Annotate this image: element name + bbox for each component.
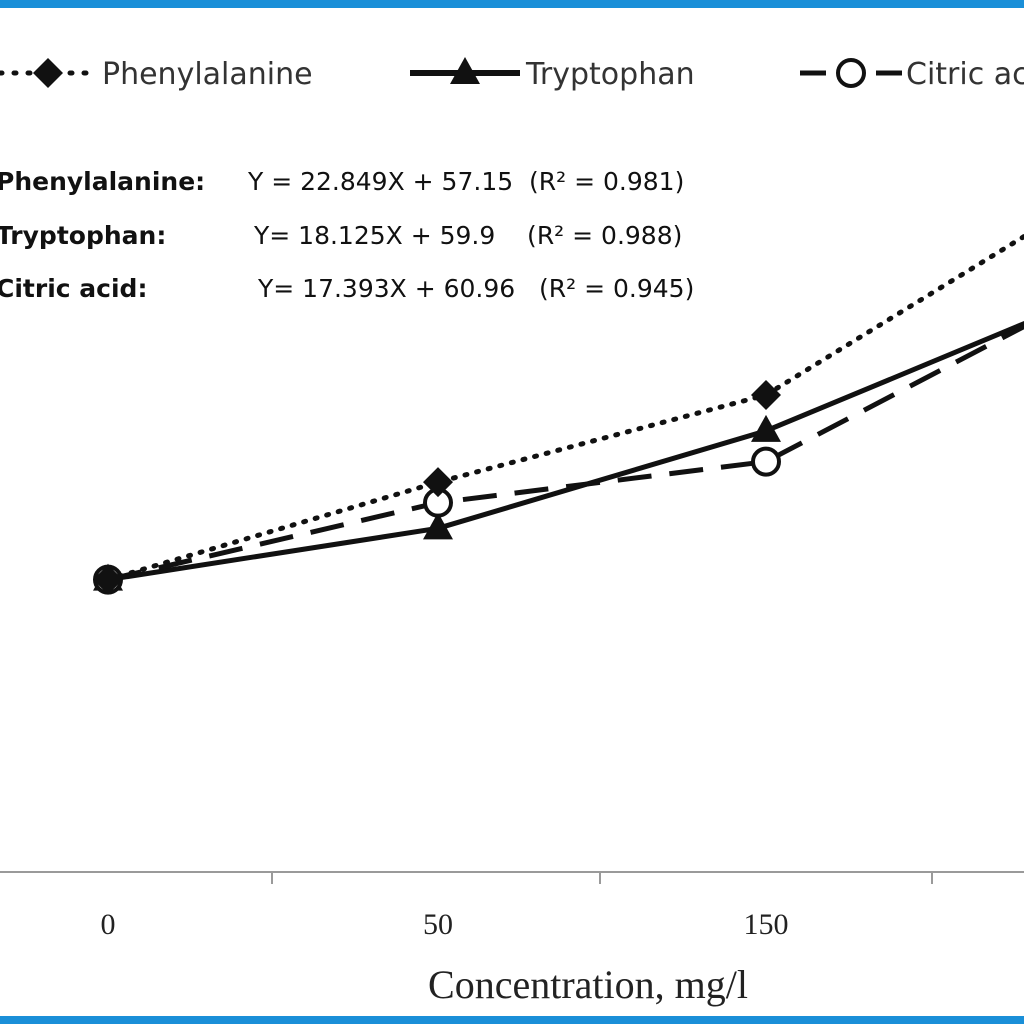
frame-top-border xyxy=(0,0,1024,8)
x-axis-title: Concentration, mg/l xyxy=(428,962,748,1007)
equation-text: Y= 18.125X + 59.9 (R² = 0.988) xyxy=(253,221,682,250)
regression-equations: Phenylalanine: Y = 22.849X + 57.15 (R² = … xyxy=(0,167,694,303)
legend-label: Phenylalanine xyxy=(102,57,313,92)
data-point xyxy=(423,512,453,540)
series-citric-acid xyxy=(93,323,1024,595)
data-point xyxy=(751,414,781,442)
data-point xyxy=(93,564,123,595)
equation-series-name: Citric acid: xyxy=(0,274,147,303)
equation-series-name: Phenylalanine: xyxy=(0,167,205,196)
legend-marker xyxy=(450,57,480,84)
data-point xyxy=(423,467,453,498)
legend-item-tryptophan: Tryptophan xyxy=(410,57,695,92)
series-line xyxy=(107,320,1024,583)
legend-label: Citric acid xyxy=(906,57,1024,92)
axes: 0 50 150 xyxy=(0,871,1024,941)
series-layer xyxy=(93,233,1024,595)
equation-row: Phenylalanine: Y = 22.849X + 57.15 (R² = … xyxy=(0,167,684,196)
legend-marker xyxy=(33,58,63,88)
series-line xyxy=(105,233,1024,583)
legend-item-phenylalanine: Phenylalanine xyxy=(0,57,313,92)
data-point xyxy=(751,446,781,477)
legend-item-citric-acid: Citric acid xyxy=(800,57,1024,92)
equation-text: Y= 17.393X + 60.96 (R² = 0.945) xyxy=(257,274,694,303)
frame-bottom-border xyxy=(0,1016,1024,1024)
data-point xyxy=(751,379,781,410)
x-tick-label: 50 xyxy=(423,908,453,941)
equation-text: Y = 22.849X + 57.15 (R² = 0.981) xyxy=(247,167,684,196)
legend: Phenylalanine Tryptophan Citric acid xyxy=(0,57,1024,92)
x-tick-label: 150 xyxy=(744,908,789,941)
equation-row: Citric acid: Y= 17.393X + 60.96 (R² = 0.9… xyxy=(0,274,694,303)
legend-label: Tryptophan xyxy=(525,57,695,92)
legend-marker xyxy=(836,58,866,88)
series-line xyxy=(107,323,1024,583)
equation-series-name: Tryptophan: xyxy=(0,221,166,250)
equation-row: Tryptophan: Y= 18.125X + 59.9 (R² = 0.988… xyxy=(0,221,682,250)
series-phenylalanine xyxy=(93,233,1024,595)
x-tick-label: 0 xyxy=(101,908,116,941)
